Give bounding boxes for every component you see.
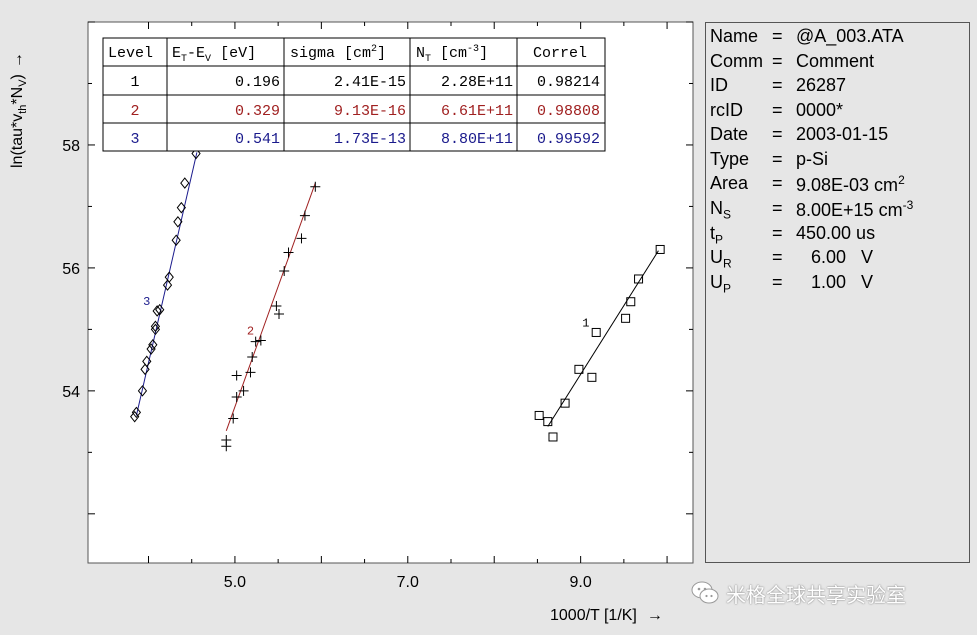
data-point — [152, 305, 162, 317]
table-cell-sigma: 9.13E-16 — [334, 103, 406, 120]
data-point — [130, 410, 140, 423]
wechat-logo-icon — [691, 581, 719, 604]
data-point — [534, 410, 544, 420]
table-cell-sigma: 2.41E-15 — [334, 74, 406, 91]
table-cell-nt: 6.61E+11 — [441, 103, 513, 120]
data-point — [176, 201, 186, 214]
data-point — [231, 370, 242, 381]
table-row: 2 0.329 9.13E-16 6.61E+11 0.98808 — [130, 103, 600, 120]
data-point — [245, 367, 256, 378]
table-header-sigma: sigma [cm2] — [290, 44, 386, 62]
data-point — [164, 271, 174, 283]
watermark: 米格全球共享实验室 — [690, 578, 960, 608]
data-point — [247, 352, 258, 363]
data-point — [137, 385, 148, 397]
x-tick-label: 7.0 — [397, 574, 419, 591]
series-labels: 1 2 3 — [143, 295, 589, 339]
y-axis-label-pre: ln(tau*v — [9, 114, 26, 168]
table-row: 3 0.541 1.73E-13 8.80E+11 0.99592 — [130, 131, 600, 148]
data-point — [560, 398, 570, 408]
fit-line-level-3 — [135, 152, 198, 416]
parameter-table: Level ET-EV [eV] sigma [cm2] NT [cm-3] C… — [102, 37, 606, 152]
table-header-nt: NT [cm-3] — [416, 44, 488, 65]
data-point — [173, 216, 183, 228]
fit-line-level-2 — [225, 182, 316, 431]
data-point — [626, 297, 636, 307]
data-point — [279, 265, 290, 276]
table-cell-sigma: 1.73E-13 — [334, 131, 406, 148]
table-cell-nt: 2.28E+11 — [441, 74, 513, 91]
table-cell-level: 2 — [130, 103, 139, 120]
data-point — [634, 274, 644, 284]
data-point — [283, 247, 294, 258]
series-label-3: 3 — [143, 295, 150, 309]
watermark-text: 米格全球共享实验室 — [726, 584, 906, 607]
table-cell-correl: 0.98214 — [537, 74, 600, 91]
y-tick-label: 54 — [62, 384, 80, 401]
y-tick-label: 58 — [62, 138, 80, 155]
series-label-2: 2 — [247, 324, 254, 338]
table-row: 1 0.196 2.41E-15 2.28E+11 0.98214 — [130, 74, 600, 91]
data-point — [310, 181, 321, 192]
table-cell-level: 3 — [130, 131, 139, 148]
y-axis-arrow: → — [9, 52, 26, 68]
table-cell-level: 1 — [130, 74, 139, 91]
data-point — [621, 313, 631, 323]
data-point — [191, 147, 201, 160]
y-axis-label-sub1: th — [17, 105, 29, 114]
table-header-level: Level — [108, 45, 153, 62]
data-point — [221, 435, 232, 446]
table-cell-energy: 0.541 — [235, 131, 280, 148]
data-point — [142, 355, 152, 368]
y-axis-label-mid: *N — [9, 87, 26, 105]
fit-lines — [135, 152, 659, 431]
measurement-info-panel: Name = @A_003.ATA Comm = Comment ID = 26287 rc… — [705, 22, 970, 563]
data-points — [130, 147, 665, 452]
fit-line-level-1 — [547, 250, 659, 427]
data-point — [250, 336, 261, 347]
x-axis-label-text: 1000/T [1/K] — [550, 607, 637, 624]
x-tick-label: 5.0 — [224, 574, 246, 591]
data-point — [171, 234, 181, 247]
data-point — [228, 413, 239, 424]
data-point — [591, 327, 601, 337]
data-point — [140, 363, 150, 376]
data-point — [543, 417, 553, 427]
data-point — [148, 338, 158, 351]
data-point — [180, 177, 190, 189]
data-point — [655, 244, 665, 254]
data-point — [255, 335, 266, 346]
data-point — [587, 372, 597, 382]
data-point — [155, 303, 165, 316]
table-header-correl: Correl — [533, 45, 587, 62]
data-point — [271, 301, 282, 312]
data-point — [231, 392, 242, 403]
table-cell-energy: 0.329 — [235, 103, 280, 120]
table-cell-correl: 0.99592 — [537, 131, 600, 148]
data-point — [238, 385, 249, 396]
table-header-energy: ET-EV [eV] — [172, 45, 256, 65]
table-cell-correl: 0.98808 — [537, 103, 600, 120]
data-point — [131, 406, 142, 419]
data-point — [150, 320, 161, 333]
data-point — [574, 364, 584, 374]
table-cell-energy: 0.196 — [235, 74, 280, 91]
data-point — [274, 309, 285, 320]
x-tick-label: 9.0 — [570, 574, 592, 591]
axes: 5.0 7.0 9.0 54 56 58 — [62, 21, 693, 591]
series-label-1: 1 — [582, 316, 589, 330]
data-point — [296, 233, 307, 244]
data-point — [299, 210, 310, 221]
table-cell-nt: 8.80E+11 — [441, 131, 513, 148]
x-axis-arrow: → — [647, 607, 663, 624]
data-point — [146, 343, 156, 355]
x-axis-label: 1000/T [1/K] → — [550, 607, 663, 624]
y-axis-label: ln(tau*vth*NV) → — [9, 52, 29, 168]
data-point — [162, 279, 173, 291]
y-tick-label: 56 — [62, 261, 80, 278]
y-axis-label-sub2: V — [17, 79, 29, 87]
y-axis-label-post: ) — [9, 74, 26, 79]
data-point — [548, 432, 558, 442]
